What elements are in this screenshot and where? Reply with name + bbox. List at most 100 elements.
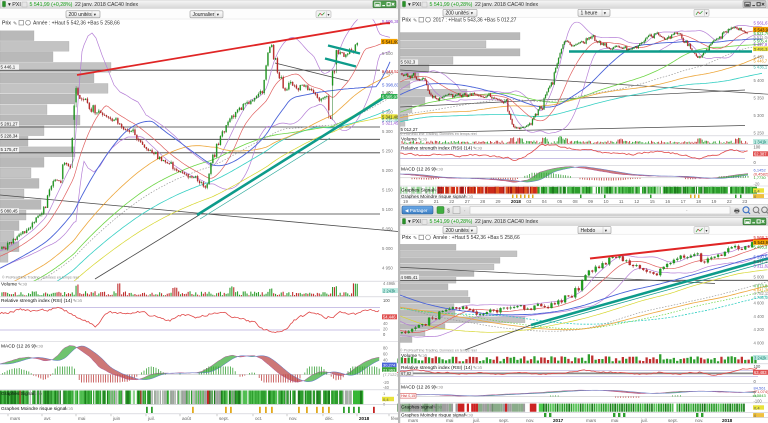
svg-text:8,5843: 8,5843: [754, 393, 767, 398]
svg-text:Graphes Signal: Graphes Signal: [1, 391, 34, 397]
svg-text:22 janv. 2018 CAC40 Index: 22 janv. 2018 CAC40 Index: [475, 219, 538, 225]
svg-text:Prix: Prix: [402, 235, 411, 241]
svg-text:✎□⊙: ✎□⊙: [73, 298, 83, 303]
svg-text:-: -: [686, 208, 688, 213]
svg-text:5 541,99 (+0,28%): 5 541,99 (+0,28%): [430, 2, 473, 8]
svg-text:0: 0: [754, 413, 757, 418]
svg-text:5 568,19: 5 568,19: [754, 235, 768, 240]
svg-text:0,4: 0,4: [754, 188, 760, 193]
svg-text:Relative strength index (RSI): Relative strength index (RSI) (14): [401, 365, 473, 371]
svg-text:03: 03: [526, 199, 532, 204]
svg-text:200 unités: 200 unités: [446, 228, 470, 234]
svg-text:5 341,48: 5 341,48: [382, 115, 399, 120]
svg-text:0: 0: [383, 332, 386, 337]
svg-text:© ProRealTime Trading. Données: © ProRealTime Trading. Données en temps …: [2, 276, 79, 280]
svg-text:4 782,11: 4 782,11: [754, 291, 768, 296]
svg-text:✎: ✎: [13, 21, 17, 27]
svg-text:63,483: 63,483: [754, 370, 767, 375]
svg-text:Volume: Volume: [401, 137, 417, 143]
svg-text:mars: mars: [586, 418, 597, 423]
svg-text:4 873,84: 4 873,84: [754, 283, 768, 288]
svg-text:© ProRealTime Trading. Données: © ProRealTime Trading. Données en temps …: [400, 349, 477, 353]
svg-text:5 000: 5 000: [754, 275, 765, 280]
svg-text:23: 23: [742, 199, 748, 204]
svg-text:mai: mai: [446, 418, 453, 423]
svg-text:sept.: sept.: [219, 416, 229, 421]
svg-text:nov.: nov.: [695, 418, 703, 423]
svg-text:5 400: 5 400: [754, 78, 765, 83]
svg-text:Volume: Volume: [401, 353, 417, 359]
svg-text:5 335,06: 5 335,06: [382, 117, 399, 122]
svg-text:Graphes Signal: Graphes Signal: [401, 188, 434, 194]
svg-text:2017: 2017: [553, 418, 564, 423]
svg-text:08: 08: [573, 199, 579, 204]
svg-text:200 unités: 200 unités: [446, 11, 470, 17]
svg-text:Graphes Moindre risque signal: Graphes Moindre risque signal: [401, 194, 465, 199]
svg-text:5 436,1: 5 436,1: [754, 64, 768, 69]
svg-text:4 950: 4 950: [382, 266, 393, 271]
svg-text:5 543,99: 5 543,99: [754, 240, 768, 245]
svg-text:mars: mars: [408, 418, 419, 423]
svg-text:40: 40: [383, 358, 388, 363]
svg-text:◀ Partager: ◀ Partager: [405, 208, 428, 213]
svg-text:5 500: 5 500: [382, 51, 393, 56]
svg-text:✎□⊙: ✎□⊙: [434, 384, 444, 389]
svg-text:Relative strength index (RSI): Relative strength index (RSI) (14): [401, 146, 473, 152]
svg-text:5 350: 5 350: [382, 110, 393, 115]
svg-text:20: 20: [418, 199, 424, 204]
svg-text:20: 20: [383, 326, 388, 331]
svg-text:5 450: 5 450: [382, 71, 393, 76]
svg-text:21: 21: [434, 199, 440, 204]
svg-text:40: 40: [383, 321, 388, 326]
svg-text:4 496k: 4 496k: [383, 281, 396, 286]
svg-text:2017 : +Haut 5 543,36 +Bas 5 0: 2017 : +Haut 5 543,36 +Bas 5 012,27: [433, 18, 517, 24]
svg-text:5 080,45: 5 080,45: [1, 208, 19, 213]
svg-text:▾ PXI: ▾ PXI: [408, 2, 421, 8]
svg-text:22 janv. 2018 CAC40 Index: 22 janv. 2018 CAC40 Index: [75, 2, 138, 8]
svg-text:avr.: avr.: [44, 416, 51, 421]
svg-text:4 985,41: 4 985,41: [401, 275, 419, 280]
svg-text:19: 19: [711, 199, 717, 204]
svg-text:nov.: nov.: [526, 418, 534, 423]
svg-text:2018: 2018: [511, 199, 522, 204]
svg-text:2 243k: 2 243k: [383, 288, 396, 293]
svg-text:0: 0: [754, 160, 757, 165]
svg-text:5 493,3: 5 493,3: [754, 245, 768, 250]
svg-text:mai: mai: [78, 416, 85, 421]
svg-text:4 841,39: 4 841,39: [754, 287, 768, 292]
svg-text:1: 1: [383, 391, 386, 396]
svg-text:5 350: 5 350: [754, 96, 765, 101]
svg-text:🖶: 🖶: [734, 208, 740, 215]
svg-text:juil.: juil.: [472, 418, 480, 423]
svg-text:5 150: 5 150: [382, 188, 393, 193]
svg-text:16: 16: [665, 199, 671, 204]
svg-text:$: $: [447, 209, 450, 215]
svg-text:3 242k: 3 242k: [754, 355, 767, 360]
svg-text:Hist 0,15: Hist 0,15: [401, 394, 415, 398]
svg-text:▾: ▾: [328, 12, 330, 17]
svg-text:▾: ▾: [471, 11, 474, 16]
svg-text:-20: -20: [383, 380, 390, 385]
svg-text:Graphes signal: Graphes signal: [401, 405, 433, 411]
svg-text:5 250: 5 250: [754, 131, 765, 136]
svg-text:5 521,76: 5 521,76: [754, 31, 768, 36]
svg-text:✎□⊙: ✎□⊙: [464, 194, 474, 199]
svg-text:Journalier: Journalier: [193, 12, 215, 18]
svg-text:✎□⊙: ✎□⊙: [434, 167, 444, 172]
svg-text:5 012,27: 5 012,27: [401, 127, 419, 132]
svg-text:✎□⊙: ✎□⊙: [18, 282, 28, 287]
svg-text:5 446,7: 5 446,7: [754, 58, 768, 63]
svg-text:21,963: 21,963: [383, 367, 396, 372]
svg-text:✎□⊙: ✎□⊙: [33, 391, 43, 396]
svg-text:5 398,83: 5 398,83: [382, 82, 400, 87]
svg-text:✎□⊙: ✎□⊙: [473, 365, 483, 370]
svg-text:5 250: 5 250: [382, 149, 393, 154]
svg-text:5 347,17: 5 347,17: [754, 259, 768, 264]
svg-text:déc.: déc.: [325, 416, 334, 421]
svg-text:5 365,93: 5 365,93: [382, 94, 399, 99]
svg-text:67,82: 67,82: [401, 371, 412, 376]
svg-text:09: 09: [588, 199, 594, 204]
svg-text:5 228,34: 5 228,34: [1, 134, 19, 139]
svg-text:✎□⊙: ✎□⊙: [473, 146, 483, 151]
svg-text:sept.: sept.: [668, 418, 678, 423]
